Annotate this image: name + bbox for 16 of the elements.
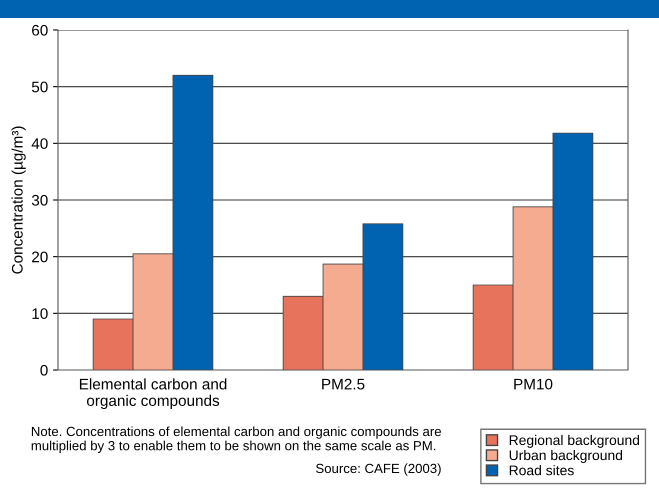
source-note: Source: CAFE (2003) xyxy=(316,463,441,476)
y-tick-label: 50 xyxy=(32,82,48,92)
y-axis-title: Concentration (µg/m³) xyxy=(11,126,26,274)
y-tick-label: 30 xyxy=(32,194,48,206)
legend-label: Urban background xyxy=(510,450,622,463)
text: Note. Concentrations of elemental carbon and organic compounds are multiplied by 3 to enable them to be shown on the same scale as PM. xyxy=(32,426,441,453)
legend-label: Regional background xyxy=(510,434,640,448)
x-tick-label: Elemental carbon and organic compounds xyxy=(80,378,226,410)
y-tick-label: 10 xyxy=(32,308,48,320)
y-tick-label: 20 xyxy=(32,252,48,262)
x-tick-label: PM10 xyxy=(514,378,552,390)
y-tick-label: 0 xyxy=(40,364,48,376)
y-tick-label: 40 xyxy=(32,138,48,150)
legend-label: Road sites xyxy=(510,465,574,476)
x-tick-label: PM2.5 xyxy=(322,378,364,390)
y-tick-label: 60 xyxy=(32,24,48,36)
